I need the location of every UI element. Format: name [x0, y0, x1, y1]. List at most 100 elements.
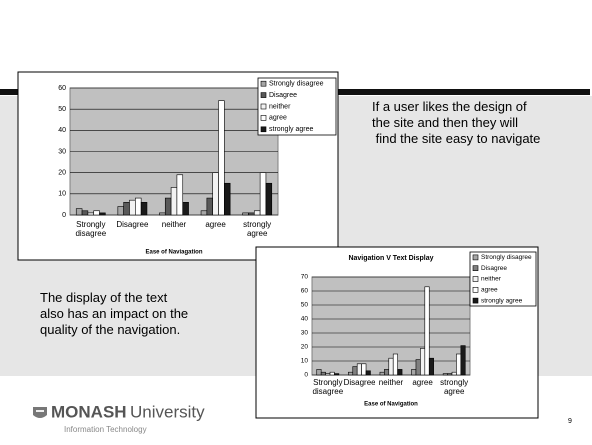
legend-swatch	[260, 115, 267, 121]
legend-label: neither	[481, 276, 502, 283]
note-line: the site and then they will	[372, 115, 518, 130]
bar-chart: Navigation V Text Display 0 10 20 30 40 50 60 70…	[255, 246, 539, 419]
bar-chart: 0 10 20 30 40 50 60 Strongly disagree Disagree ne…	[17, 71, 339, 261]
x-tick-label: strongly agree	[440, 378, 469, 396]
legend-swatch	[472, 265, 479, 272]
bar	[140, 202, 148, 216]
bar	[117, 206, 124, 216]
x-tick-label: neither	[378, 378, 404, 387]
y-tick-label: 60	[301, 288, 309, 295]
legend-label: agree	[481, 287, 498, 294]
bar	[316, 369, 322, 376]
bar	[135, 197, 142, 216]
y-tick-label: 40	[301, 316, 309, 323]
bar	[212, 172, 219, 216]
bar	[352, 366, 358, 376]
legend-swatch	[472, 286, 479, 293]
legend-swatch	[260, 103, 267, 110]
bar	[451, 371, 457, 376]
x-tick-label-box: neither	[378, 378, 404, 387]
x-tick-label-box: agree	[412, 378, 433, 387]
x-tick-label: Disagree	[116, 220, 149, 229]
legend-swatch	[472, 276, 479, 282]
x-tick-label: agree	[412, 378, 433, 387]
x-tick-label-box: strongly agree	[440, 378, 469, 396]
bar	[334, 373, 340, 376]
legend-label: Strongly disagree	[481, 254, 532, 261]
legend-swatch	[260, 92, 267, 98]
bar	[182, 202, 189, 216]
bar	[397, 369, 403, 376]
bar	[87, 212, 95, 216]
x-tick-label-box: Strongly disagree	[312, 378, 344, 396]
legend-label: strongly agree	[269, 126, 313, 133]
bar	[460, 345, 466, 376]
y-tick-label: 20	[58, 170, 66, 177]
x-axis-label: Ease of Naviagation	[145, 250, 202, 256]
y-tick-label: 30	[58, 148, 66, 155]
bar	[248, 212, 255, 216]
x-tick-label: Strongly disagree	[312, 378, 344, 396]
bar	[265, 182, 273, 216]
bar	[325, 373, 331, 376]
legend-frame	[257, 77, 337, 136]
bar	[159, 212, 166, 216]
page-number: 9	[568, 418, 572, 425]
x-tick-label: Strongly disagree	[75, 220, 107, 238]
logo-name: University	[130, 402, 205, 421]
bar	[75, 208, 83, 216]
x-tick-label-box: Disagree	[116, 220, 149, 229]
note-line: quality of the navigation.	[40, 322, 181, 337]
note-line: also has an impact on the	[40, 306, 189, 321]
note-line: The display of the text	[40, 290, 168, 305]
legend-label: Disagree	[481, 265, 507, 272]
y-tick-label: 0	[304, 372, 308, 379]
note-left: The display of the text also has an impa…	[40, 290, 188, 338]
logo-icon	[33, 407, 47, 418]
legend-label: agree	[269, 115, 287, 122]
bar	[420, 348, 426, 376]
legend-label: Strongly disagree	[269, 81, 324, 88]
x-tick-label-box: strongly agree	[243, 220, 272, 238]
bar	[93, 210, 100, 216]
y-tick-label: 40	[58, 127, 66, 134]
legend-swatch	[260, 80, 267, 87]
y-tick-label: 20	[301, 344, 309, 351]
legend-swatch	[472, 297, 479, 304]
y-tick-label: 60	[58, 85, 66, 92]
bar	[379, 371, 385, 376]
x-tick-label-box: neither	[161, 220, 187, 229]
legend-label: strongly agree	[481, 297, 523, 304]
y-tick-label: 50	[301, 302, 309, 309]
bar	[356, 363, 362, 376]
bar	[329, 371, 335, 376]
y-tick-label: 30	[301, 330, 309, 337]
bar	[424, 286, 430, 376]
x-tick-label: strongly agree	[243, 220, 272, 238]
x-tick-label: neither	[161, 220, 187, 229]
bar	[447, 373, 453, 376]
bar	[99, 212, 106, 216]
bar	[81, 210, 89, 216]
bar	[224, 182, 231, 216]
x-tick-label: agree	[205, 220, 226, 229]
x-tick-label: Disagree	[343, 378, 376, 387]
bar	[361, 363, 367, 376]
bar	[242, 212, 249, 216]
bar	[388, 357, 394, 376]
y-tick-label: 10	[301, 358, 309, 365]
legend-frame	[469, 251, 537, 307]
bar	[456, 353, 462, 376]
y-tick-label: 10	[58, 191, 66, 198]
bar	[253, 210, 261, 216]
bar	[259, 172, 267, 216]
bar	[392, 353, 398, 376]
bar	[428, 357, 434, 376]
chart-title: Navigation V Text Display	[348, 255, 433, 262]
bar	[176, 174, 184, 216]
x-tick-label-box: agree	[205, 220, 226, 229]
bar	[348, 371, 354, 376]
bar	[320, 371, 326, 376]
logo-subtitle: Information Technology	[64, 425, 147, 434]
